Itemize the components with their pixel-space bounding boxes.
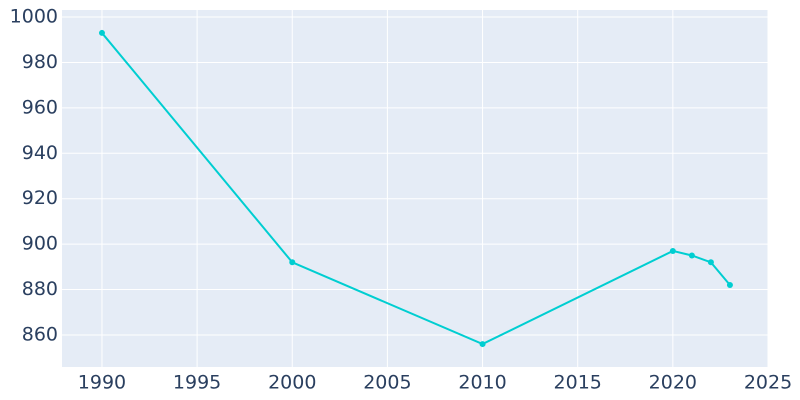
point <box>479 341 486 348</box>
y-tick-label: 920 <box>22 187 58 209</box>
point <box>726 282 733 289</box>
x-tick-label: 1990 <box>78 372 126 394</box>
y-tick-label: 1000 <box>10 6 58 28</box>
y-tick-label: 980 <box>22 51 58 73</box>
x-tick-label: 2015 <box>554 372 602 394</box>
y-tick-label: 880 <box>22 278 58 300</box>
y-tick-label: 860 <box>22 323 58 345</box>
x-tick-label: 2005 <box>363 372 411 394</box>
point <box>707 259 714 266</box>
x-tick-label: 2010 <box>458 372 506 394</box>
y-tick-label: 940 <box>22 142 58 164</box>
x-tick-label: 2025 <box>744 372 792 394</box>
point <box>688 252 695 259</box>
y-tick-label: 900 <box>22 233 58 255</box>
x-tick-label: 2020 <box>649 372 697 394</box>
point <box>289 259 296 266</box>
x-tick-label: 1995 <box>173 372 221 394</box>
point <box>669 247 676 254</box>
point <box>98 29 105 36</box>
y-tick-label: 960 <box>22 96 58 118</box>
x-tick-label: 2000 <box>268 372 316 394</box>
plot-area <box>62 10 768 367</box>
